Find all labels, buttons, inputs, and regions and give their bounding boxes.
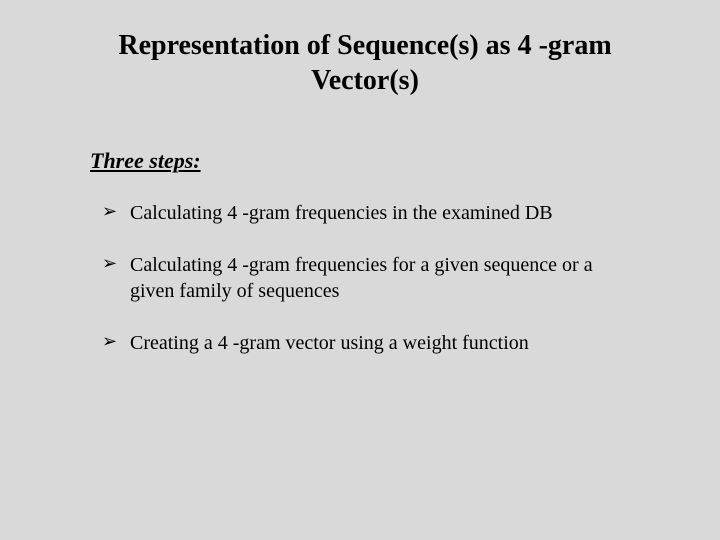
title-line-2: Vector(s) — [311, 65, 419, 96]
slide-title: Representation of Sequence(s) as 4 -gram… — [90, 28, 640, 98]
slide: Representation of Sequence(s) as 4 -gram… — [0, 0, 720, 540]
list-item: Calculating 4 -gram frequencies in the e… — [102, 200, 640, 226]
list-item-text: Calculating 4 -gram frequencies in the e… — [130, 202, 553, 224]
list-item: Calculating 4 -gram frequencies for a gi… — [102, 252, 640, 304]
list-item: Creating a 4 -gram vector using a weight… — [102, 330, 640, 356]
steps-heading: Three steps: — [90, 148, 640, 174]
list-item-text: Creating a 4 -gram vector using a weight… — [130, 332, 529, 354]
list-item-text: Calculating 4 -gram frequencies for a gi… — [130, 254, 593, 302]
steps-list: Calculating 4 -gram frequencies in the e… — [90, 200, 640, 356]
title-line-1: Representation of Sequence(s) as 4 -gram — [118, 30, 611, 61]
